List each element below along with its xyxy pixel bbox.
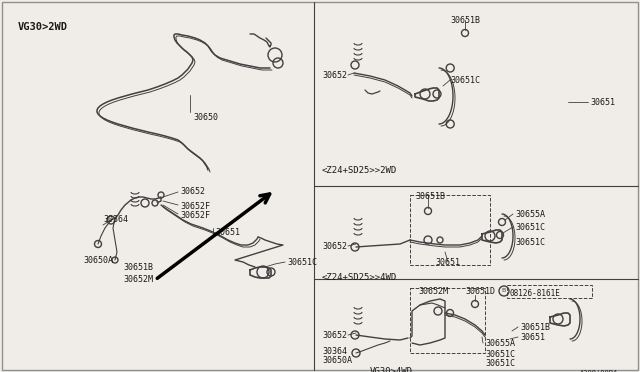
Text: 30651C: 30651C: [450, 76, 480, 85]
Text: 30364: 30364: [103, 215, 128, 224]
Text: 30650A: 30650A: [83, 256, 113, 265]
Text: 30652: 30652: [322, 71, 347, 80]
Text: 30651B: 30651B: [520, 323, 550, 332]
Text: A308(00P4: A308(00P4: [580, 369, 618, 372]
Text: 30652F: 30652F: [180, 211, 210, 220]
Text: 30652: 30652: [322, 242, 347, 251]
Text: 30651B: 30651B: [415, 192, 445, 201]
Text: 30651C: 30651C: [485, 350, 515, 359]
Text: 30655A: 30655A: [485, 339, 515, 348]
Text: 30651: 30651: [520, 333, 545, 342]
Text: <Z24+SD25>>4WD: <Z24+SD25>>4WD: [322, 273, 397, 282]
Bar: [410, 288, 485, 353]
Text: 30652: 30652: [180, 187, 205, 196]
Bar: [410, 195, 490, 265]
Text: 30651B: 30651B: [450, 16, 480, 25]
Text: VG30>4WD: VG30>4WD: [370, 367, 413, 372]
Text: 30651C: 30651C: [485, 359, 515, 368]
Text: 30650: 30650: [193, 113, 218, 122]
Text: 30652: 30652: [322, 331, 347, 340]
Text: 30655A: 30655A: [515, 210, 545, 219]
Text: 30652M: 30652M: [123, 275, 153, 284]
Text: 30651: 30651: [590, 98, 615, 107]
Text: 30652F: 30652F: [180, 202, 210, 211]
Text: VG30>2WD: VG30>2WD: [18, 22, 68, 32]
Text: 30651D: 30651D: [465, 287, 495, 296]
Text: 30651: 30651: [215, 228, 240, 237]
Text: 30652M: 30652M: [418, 287, 448, 296]
Text: 30651C: 30651C: [287, 258, 317, 267]
Text: 30650A: 30650A: [322, 356, 352, 365]
Text: 30651C: 30651C: [515, 238, 545, 247]
Text: 30651C: 30651C: [515, 223, 545, 232]
Text: B: B: [502, 288, 506, 293]
Text: 08126-8161E: 08126-8161E: [510, 289, 561, 298]
Text: 30651B: 30651B: [123, 263, 153, 272]
Text: <Z24+SD25>>2WD: <Z24+SD25>>2WD: [322, 166, 397, 175]
Text: 30364: 30364: [322, 347, 347, 356]
Bar: [507, 285, 592, 298]
Text: 30651: 30651: [435, 258, 460, 267]
